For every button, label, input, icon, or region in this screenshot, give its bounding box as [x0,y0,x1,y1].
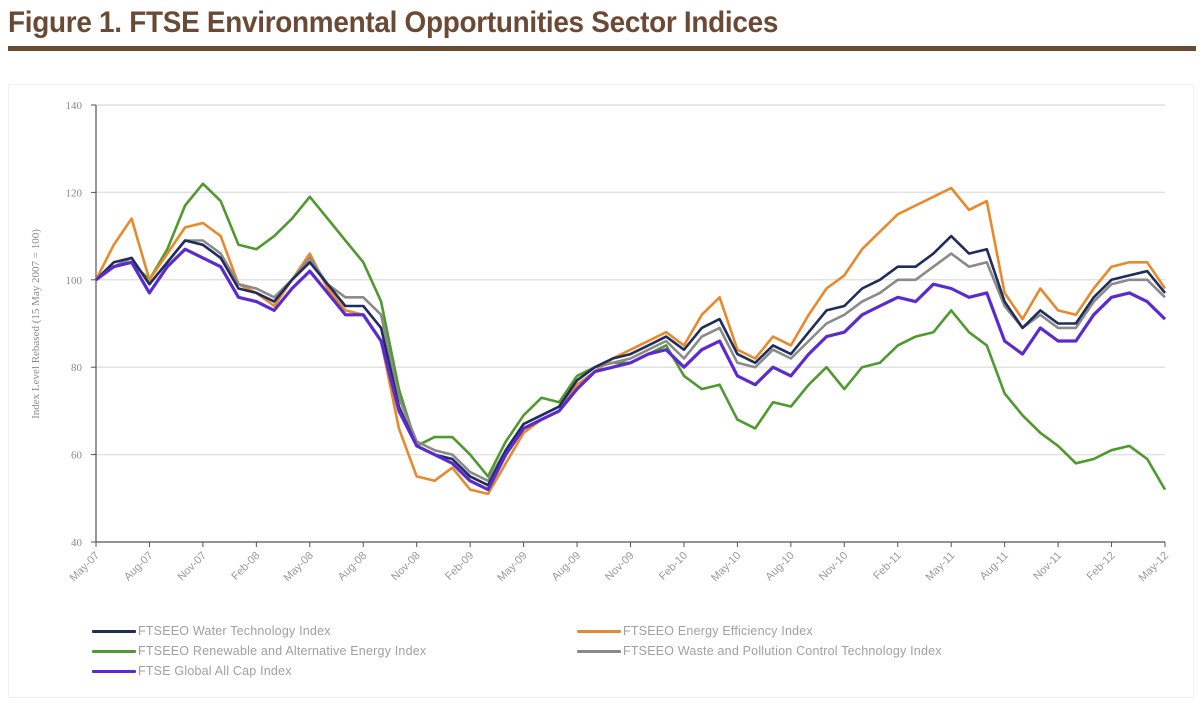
legend-label: FTSEEO Waste and Pollution Control Techn… [623,644,942,658]
x-tick-label: Feb-10 [657,550,690,583]
legend-item-energy-efficiency: FTSEEO Energy Efficiency Index [577,622,813,640]
title-rule [8,46,1196,51]
series-lines [94,182,1167,496]
figure-title: Figure 1. FTSE Environmental Opportuniti… [8,6,779,39]
legend-swatch [92,649,136,653]
x-tick-label: Aug-08 [336,550,370,584]
legend-item-renewable: FTSEEO Renewable and Alternative Energy … [92,642,426,660]
y-tick-label: 120 [66,187,83,199]
x-tick-label: Nov-10 [817,550,851,584]
legend-label: FTSEEO Renewable and Alternative Energy … [138,644,427,658]
legend-item-waste-pollution: FTSEEO Waste and Pollution Control Techn… [577,642,942,660]
x-tick-label: Feb-09 [443,550,476,583]
x-tick-label: Nov-11 [1031,550,1064,583]
legend-swatch [92,669,136,673]
x-tick-label: Nov-07 [175,550,209,584]
x-tick-label: May-07 [68,550,102,584]
series-line-ftseeo-energy-efficiency-index [94,186,1167,496]
y-tick-label: 140 [66,100,83,112]
x-tick-label: Aug-09 [550,550,584,584]
gridlines [96,104,1165,456]
legend-label: FTSEEO Energy Efficiency Index [623,624,813,638]
y-tick-label: 60 [71,450,83,462]
x-tick-label: Aug-11 [978,550,1011,583]
x-tick-label: May-08 [281,550,315,584]
y-axis-title: Index Level Rebased (15 May 2007 = 100) [30,229,42,419]
x-tick-label: Feb-11 [871,550,904,583]
y-tick-label: 100 [66,275,83,287]
legend-label: FTSEEO Water Technology Index [138,624,331,638]
legend: FTSEEO Water Technology Index FTSEEO Ene… [92,622,1092,682]
series-line-ftse-global-all-cap-index [95,247,1167,492]
legend-item-global-all-cap: FTSE Global All Cap Index [92,662,292,680]
x-tick-label: May-09 [495,550,529,584]
x-tick-label: Feb-12 [1085,550,1118,583]
legend-item-water: FTSEEO Water Technology Index [92,622,331,640]
series-line-ftseeo-waste-and-pollution-control-technology-index [95,239,1166,483]
y-tick-label: 40 [71,537,83,549]
legend-label: FTSE Global All Cap Index [138,664,292,678]
x-tick-label: Nov-08 [389,550,423,584]
legend-swatch [577,629,621,633]
legend-swatch [92,629,136,633]
x-tick-label: Feb-08 [229,550,262,583]
series-line-ftseeo-water-technology-index [95,234,1167,487]
x-tick-label: May-10 [709,550,743,584]
x-tick-label: Aug-07 [122,550,156,584]
y-tick-label: 80 [71,362,83,374]
legend-swatch [577,649,621,653]
x-tick-label: Nov-09 [603,550,637,584]
x-tick-label: Aug-10 [763,550,797,584]
x-tick-label: May-12 [1137,550,1171,584]
x-tick-label: May-11 [923,550,957,584]
